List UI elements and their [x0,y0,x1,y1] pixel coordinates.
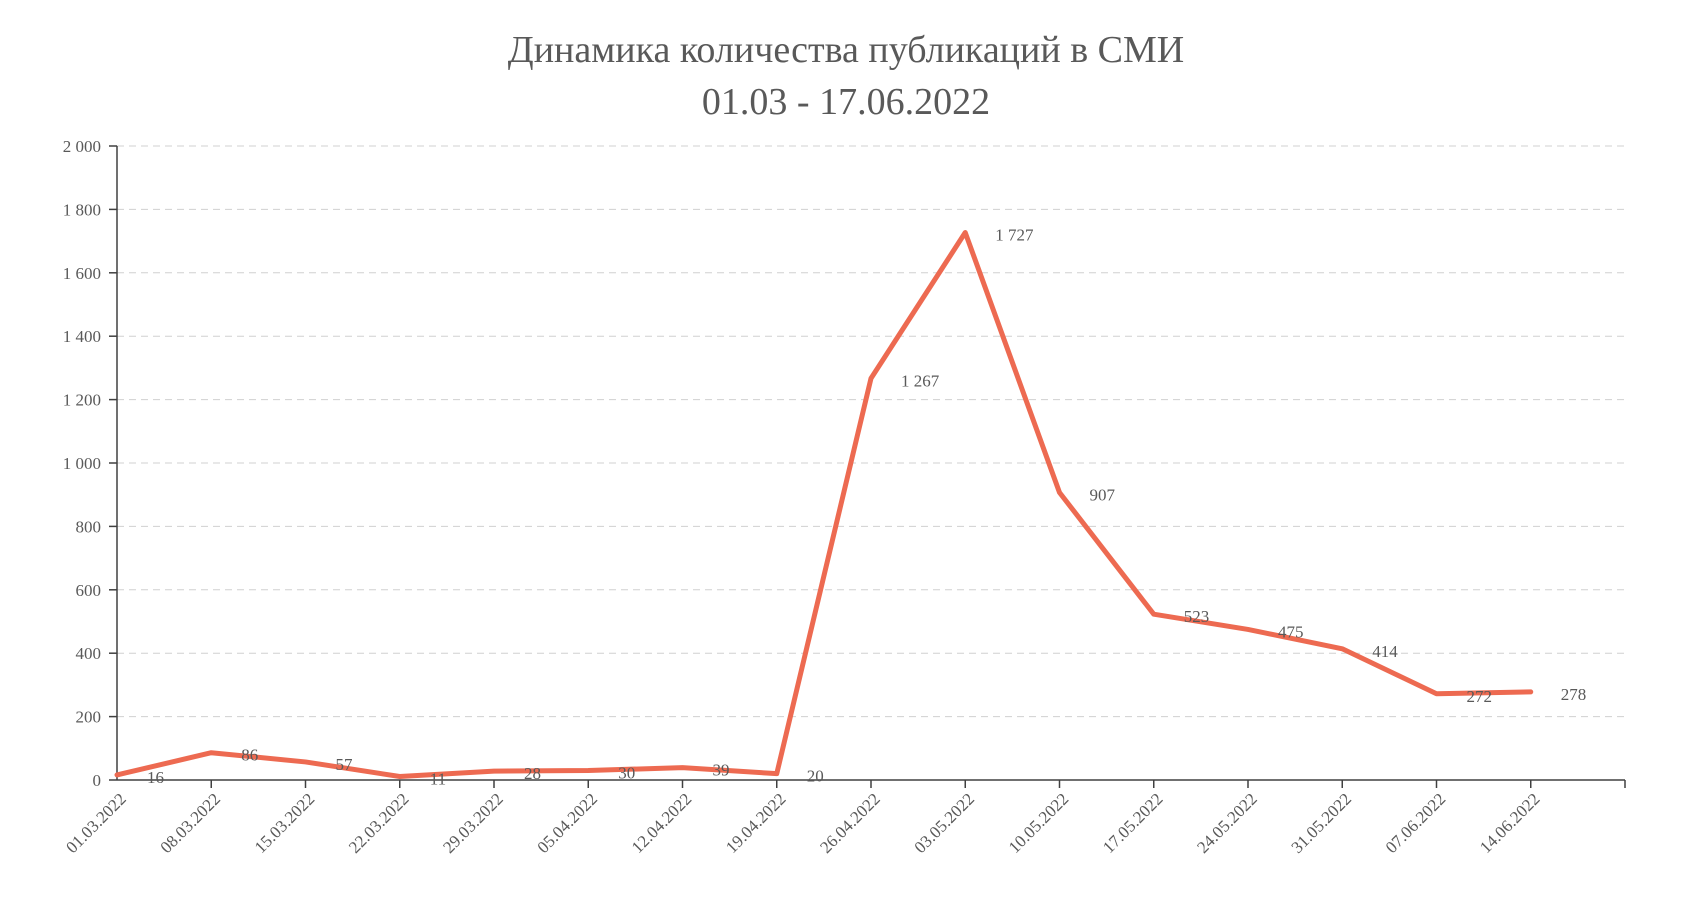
data-label: 20 [807,767,824,786]
chart-subtitle: 01.03 - 17.06.2022 [701,81,991,123]
x-tick-label: 01.03.2022 [62,789,130,857]
data-label: 11 [430,770,446,789]
data-label: 28 [524,764,541,783]
grid-lines [117,145,1625,718]
y-tick-label: 200 [76,708,102,727]
data-point [586,768,591,773]
data-label: 523 [1184,607,1210,626]
x-axis-tick-labels: 01.03.2022 08.03.2022 15.03.2022 22.03.2022… [62,789,1543,857]
data-point [1434,691,1439,696]
data-labels: 16 86 57 11 28 30 39 20 1 267 1 727 907 523 475 414 27… [147,226,1586,789]
data-label: 57 [336,755,354,774]
data-point [1151,612,1156,617]
data-point [869,376,873,381]
data-label: 30 [618,763,635,782]
x-tick-label: 26.04.2022 [816,789,884,857]
data-point [1340,646,1345,651]
y-tick-label: 600 [76,581,102,600]
data-label: 907 [1090,485,1116,504]
data-point [303,759,308,764]
series-line [114,230,1534,780]
data-label: 475 [1278,622,1304,641]
x-tick-label: 05.04.2022 [534,789,602,857]
data-point [1057,490,1062,495]
y-tick-label: 800 [76,517,102,536]
x-tick-label: 17.05.2022 [1099,789,1167,857]
data-point [1528,689,1533,694]
x-tick-label: 14.06.2022 [1476,789,1544,857]
x-tick-label: 10.05.2022 [1005,789,1073,857]
y-tick-label: 1 200 [63,391,101,410]
data-point [774,771,779,776]
x-tick-label: 15.03.2022 [251,789,319,857]
x-tick-label: 31.05.2022 [1288,789,1356,857]
y-tick-label: 1 600 [63,264,101,283]
chart-title-block: Динамика количества публикаций в СМИ 01.… [0,24,1692,128]
data-point [492,769,496,774]
data-label: 1 727 [995,226,1034,245]
data-label: 414 [1372,642,1398,661]
axes [109,145,1626,788]
data-point [1246,627,1250,632]
y-tick-label: 1 000 [63,454,101,473]
data-label: 1 267 [901,371,940,390]
x-tick-label: 03.05.2022 [911,789,979,857]
y-axis-tick-labels: 0 200 400 600 800 1 000 1 200 1 400 1 600 1 800 2 … [63,137,101,790]
data-point [963,230,968,235]
x-tick-label: 07.06.2022 [1382,789,1450,857]
y-tick-label: 1 800 [63,200,101,219]
data-label: 278 [1561,685,1587,704]
series [114,230,1534,780]
y-tick-label: 0 [93,771,102,790]
data-label: 272 [1467,687,1493,706]
x-tick-label: 19.04.2022 [722,789,790,857]
data-label: 16 [147,768,164,787]
y-tick-label: 2 000 [63,137,101,156]
x-tick-label: 29.03.2022 [439,789,507,857]
data-label: 86 [241,746,258,765]
chart-title: Динамика количества публикаций в СМИ [507,29,1185,71]
y-tick-label: 1 400 [63,327,101,346]
data-point [397,774,402,779]
data-point [209,750,214,755]
x-tick-label: 22.03.2022 [345,789,413,857]
y-tick-label: 400 [76,644,102,663]
x-tick-label: 08.03.2022 [157,789,225,857]
x-tick-label: 24.05.2022 [1193,789,1261,857]
data-label: 39 [713,761,730,780]
data-point [680,765,685,770]
x-tick-label: 12.04.2022 [628,789,696,857]
data-point [115,772,119,777]
